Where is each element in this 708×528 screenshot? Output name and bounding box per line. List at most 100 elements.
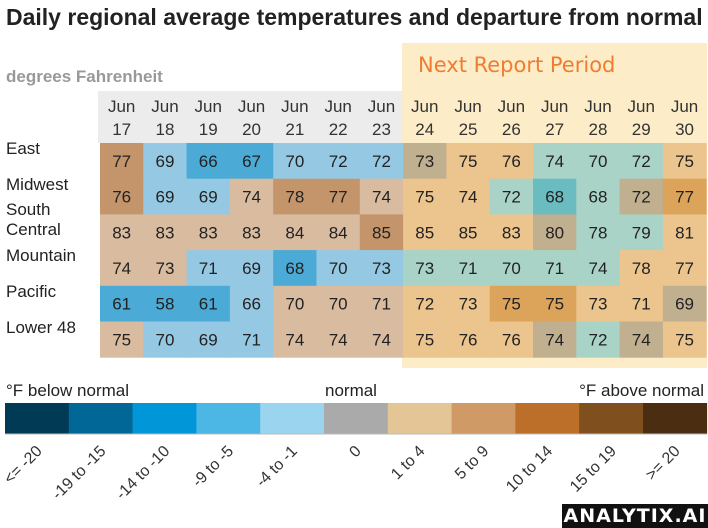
cell-value: 74 [459,188,478,207]
cell-value: 70 [329,259,348,278]
cell-value: 74 [588,259,607,278]
legend-bin-label: -9 to -5 [189,443,237,491]
cell-value: 70 [588,152,607,171]
cell-value: 71 [545,259,564,278]
cell-value: 70 [285,152,304,171]
cell-value: 79 [632,223,651,242]
cell-value: 74 [632,330,651,349]
legend-swatch [196,403,261,434]
legend-bin-label: 15 to 19 [567,443,620,496]
cell-value: 73 [588,295,607,314]
cell-value: 68 [588,188,607,207]
heatmap-cell [533,285,577,322]
heatmap-cell [100,285,144,322]
column-header-month: Jun [238,97,265,116]
heatmap-cell [229,143,274,180]
cell-value: 69 [155,188,174,207]
heatmap-cell [446,285,491,322]
legend-bin-label: >= 20 [643,443,684,484]
cell-value: 75 [502,295,521,314]
heatmap-cell [100,321,144,358]
cell-value: 61 [112,295,131,314]
heatmap-cell [489,250,534,287]
column-header-day: 19 [199,120,218,139]
legend-bin-label: -19 to -15 [49,443,110,504]
cell-value: 75 [112,330,131,349]
legend-swatch [579,403,644,434]
column-header-month: Jun [628,97,655,116]
cell-value: 71 [632,295,651,314]
legend-below-label: °F below normal [6,381,130,400]
heatmap-cell [229,178,274,215]
cell-value: 78 [588,223,607,242]
cell-value: 74 [372,188,391,207]
legend-bin-label: -4 to -1 [253,443,301,491]
heatmap-cell [186,178,231,215]
heatmap-cell [143,143,188,180]
cell-value: 70 [285,295,304,314]
row-label: Pacific [6,281,57,301]
heatmap-cell [186,214,231,251]
heatmap-cell [533,250,577,287]
legend-swatch [5,403,70,434]
cell-value: 73 [459,295,478,314]
row-label: Mountain [6,246,76,266]
heatmap-cell [229,321,274,358]
heatmap-cell [662,285,707,322]
row-label: Lower 48 [6,317,76,337]
legend-swatch [643,403,708,434]
cell-value: 67 [242,152,261,171]
column-header-day: 25 [459,120,478,139]
row-label: East [6,139,41,158]
heatmap-cell [662,321,707,358]
cell-value: 75 [545,295,564,314]
cell-value: 69 [242,259,261,278]
cell-value: 72 [632,188,651,207]
cell-value: 85 [372,223,391,242]
heatmap-cell [143,214,188,251]
heatmap-cell [359,321,404,358]
heatmap-cell [489,214,534,251]
heatmap-cell [100,143,144,180]
heatmap-cell [446,178,491,215]
cell-value: 74 [112,259,131,278]
cell-value: 73 [415,259,434,278]
heatmap-cell [576,285,621,322]
cell-value: 76 [502,330,521,349]
column-header-day: 17 [112,120,131,139]
cell-value: 70 [502,259,521,278]
heatmap-cell [446,250,491,287]
cell-value: 68 [285,259,304,278]
column-header-month: Jun [281,97,308,116]
cell-value: 74 [372,330,391,349]
heatmap-cell [100,250,144,287]
cell-value: 75 [415,188,434,207]
cell-value: 84 [329,223,348,242]
heatmap-cell [403,178,447,215]
heatmap-cell [100,178,144,215]
cell-value: 73 [372,259,391,278]
column-header-day: 28 [588,120,607,139]
heatmap-cell [316,250,361,287]
cell-value: 68 [545,188,564,207]
cell-value: 72 [415,295,434,314]
cell-value: 72 [372,152,391,171]
heatmap-cell [359,250,404,287]
heatmap-cell [143,321,188,358]
cell-value: 74 [545,330,564,349]
column-header-month: Jun [671,97,698,116]
heatmap-cell [403,214,447,251]
heatmap-cell [186,143,231,180]
column-header-day: 20 [242,120,261,139]
heatmap-cell [662,250,707,287]
history-header-background [98,91,402,143]
heatmap-cell [576,214,621,251]
cell-value: 77 [112,152,131,171]
heatmap-cell [143,285,188,322]
cell-value: 72 [632,152,651,171]
heatmap-cell [489,178,534,215]
column-header-day: 29 [632,120,651,139]
heatmap-cell [186,285,231,322]
column-header-month: Jun [541,97,568,116]
